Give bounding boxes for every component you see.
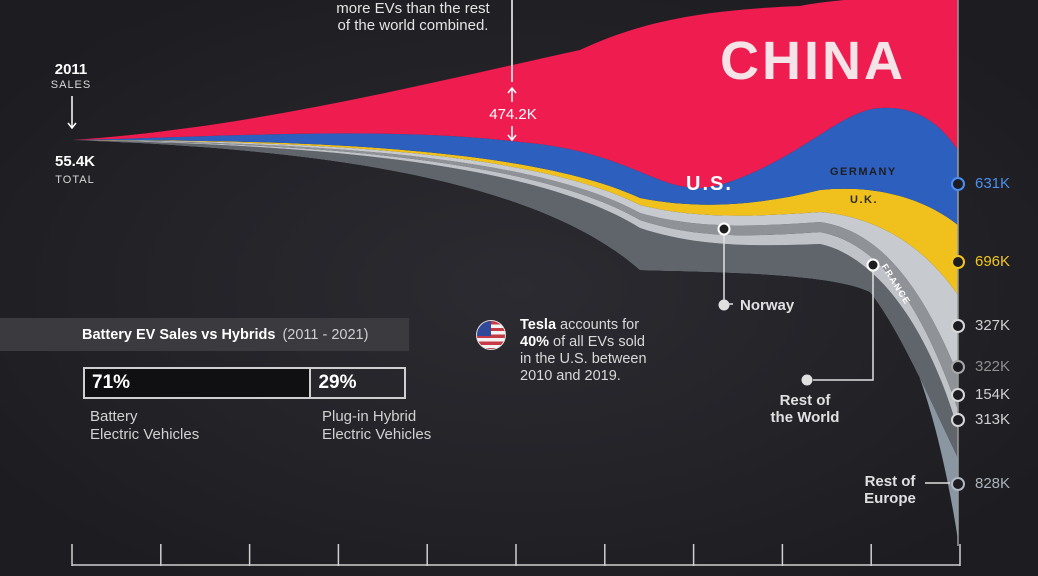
start-total-value: 55.4K bbox=[54, 153, 96, 170]
bev-share-segment: 71% bbox=[85, 369, 312, 397]
intro-line-1: more EVs than the rest bbox=[336, 0, 490, 17]
china-label: CHINA bbox=[720, 31, 906, 91]
bev-label-1: Battery bbox=[90, 408, 138, 425]
rest-of-world-label-2: the World bbox=[770, 409, 840, 426]
tesla-brand: Tesla bbox=[520, 317, 557, 333]
start-arrow bbox=[67, 96, 77, 130]
bev-vs-hybrid-header: Battery EV Sales vs Hybrids (2011 - 2021… bbox=[0, 318, 409, 351]
bev-share-value: 71% bbox=[92, 372, 131, 393]
us-label: U.S. bbox=[686, 173, 733, 195]
tesla-pct: 40% bbox=[520, 334, 550, 350]
phev-share-value: 29% bbox=[318, 372, 357, 393]
start-year: 2011 bbox=[54, 61, 88, 78]
row-end-value: 313K bbox=[975, 411, 1011, 428]
norway-marker bbox=[717, 222, 731, 236]
panel-title: Battery EV Sales vs Hybrids bbox=[82, 326, 276, 343]
norway-label-marker bbox=[718, 299, 730, 311]
roe-end-value: 828K bbox=[975, 475, 1011, 492]
us-end-marker bbox=[951, 177, 965, 191]
start-sales-label: SALES bbox=[50, 79, 92, 91]
rest-of-world-label-1: Rest of bbox=[779, 392, 831, 409]
gap-arrows bbox=[507, 86, 517, 142]
phev-share-segment: 29% bbox=[311, 369, 404, 397]
tesla-text-2: of all EVs sold bbox=[549, 334, 645, 350]
uk-label: U.K. bbox=[850, 194, 878, 206]
china-gap-value: 474.2K bbox=[489, 106, 537, 123]
norway-end-value: 322K bbox=[975, 358, 1011, 375]
uk-end-value: 327K bbox=[975, 317, 1011, 334]
bev-label-2: Electric Vehicles bbox=[90, 426, 200, 443]
us-end-value: 631K bbox=[975, 175, 1011, 192]
france-end-marker bbox=[951, 388, 965, 402]
germany-end-marker bbox=[951, 255, 965, 269]
tesla-line-4: 2010 and 2019. bbox=[520, 368, 621, 384]
norway-label: Norway bbox=[740, 297, 795, 314]
roe-end-marker bbox=[951, 477, 965, 491]
uk-end-marker bbox=[951, 319, 965, 333]
row-label-marker bbox=[801, 374, 813, 386]
rest-of-europe-label-1: Rest of bbox=[864, 473, 916, 490]
france-end-value: 154K bbox=[975, 386, 1011, 403]
norway-end-marker bbox=[951, 360, 965, 374]
time-axis bbox=[71, 544, 961, 566]
phev-label-1: Plug-in Hybrid bbox=[322, 408, 417, 425]
stream-us bbox=[72, 107, 958, 225]
row-end-marker bbox=[951, 413, 965, 427]
intro-line-2: of the world combined. bbox=[337, 17, 489, 34]
phev-label-2: Electric Vehicles bbox=[322, 426, 432, 443]
us-flag-icon bbox=[476, 320, 506, 350]
tesla-note: Tesla accounts for 40% of all EVs sold i… bbox=[520, 317, 647, 385]
rest-of-europe-label-2: Europe bbox=[864, 490, 916, 507]
tesla-line-3: in the U.S. between bbox=[520, 351, 647, 367]
panel-period: (2011 - 2021) bbox=[282, 326, 369, 343]
share-bar: 71% 29% bbox=[83, 367, 406, 399]
row-marker bbox=[866, 258, 880, 272]
tesla-text-1: accounts for bbox=[556, 317, 640, 333]
start-total-label: TOTAL bbox=[55, 174, 95, 186]
germany-label: GERMANY bbox=[830, 166, 897, 178]
stream-china bbox=[72, 0, 958, 188]
germany-end-value: 696K bbox=[975, 253, 1011, 270]
